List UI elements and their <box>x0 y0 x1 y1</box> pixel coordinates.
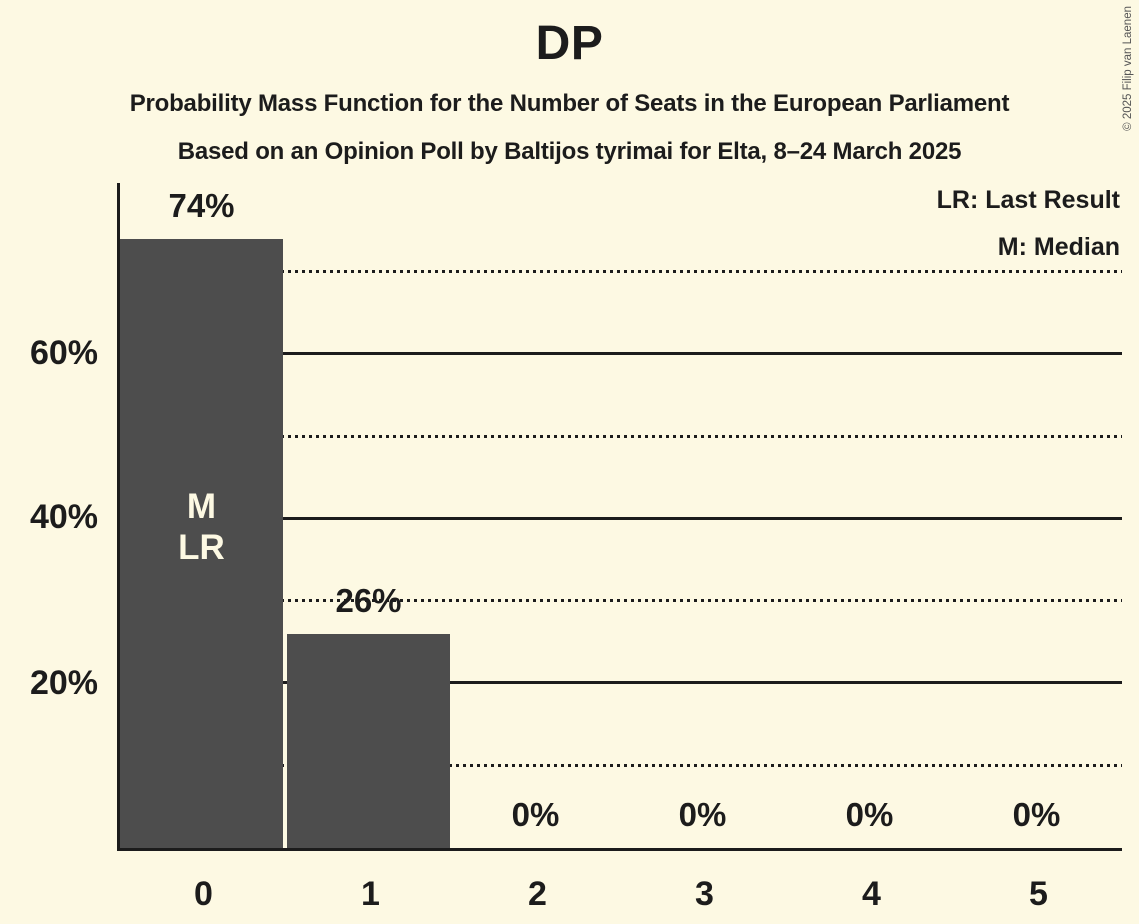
x-axis-tick-3: 3 <box>695 875 714 913</box>
bar-cell-0: 74% <box>120 183 287 848</box>
value-label-3: 0% <box>678 796 727 833</box>
x-axis-tick-2: 2 <box>528 875 547 913</box>
page-title: DP <box>535 17 604 70</box>
bar-seats-1 <box>287 634 450 848</box>
gridline-70-dotted <box>120 269 1122 273</box>
value-label-1: 26% <box>335 582 402 619</box>
bar-cell-3: 0% <box>621 183 788 848</box>
value-label-4: 0% <box>845 796 894 833</box>
bar-seats-0 <box>120 239 283 848</box>
gridline-30-dotted <box>120 599 1122 603</box>
x-axis-tick-1: 1 <box>361 875 380 913</box>
chart-subtitle-poll-source: Based on an Opinion Poll by Baltijos tyr… <box>177 138 962 165</box>
x-axis-tick-4: 4 <box>862 875 881 913</box>
gridline-20-solid <box>120 681 1122 685</box>
copyright-notice: © 2025 Filip van Laenen <box>1122 6 1134 131</box>
plot-area: 0 74% 1 26% 2 0% 3 0% 4 0% 5 0% M LR LR: Last Resul… <box>117 183 1122 913</box>
y-axis-tick-20: 20% <box>29 664 98 702</box>
bar-cell-5: 0% <box>955 183 1122 848</box>
value-label-2: 0% <box>511 796 560 833</box>
bar-annotation-median-lastresult: M LR <box>120 486 283 568</box>
chart-subtitle-pmf: Probability Mass Function for the Number… <box>129 90 1010 117</box>
gridline-10-dotted <box>120 763 1122 767</box>
last-result-marker-label: LR <box>178 528 225 567</box>
value-label-0: 74% <box>168 187 235 224</box>
bar-cell-4: 0% <box>788 183 955 848</box>
y-axis-tick-40: 40% <box>29 498 98 536</box>
legend-median: M: Median <box>997 233 1120 261</box>
y-axis-tick-60: 60% <box>29 334 98 372</box>
gridline-50-dotted <box>120 434 1122 438</box>
bar-cell-2: 0% <box>454 183 621 848</box>
x-axis-tick-0: 0 <box>194 875 213 913</box>
legend-last-result: LR: Last Result <box>936 186 1120 214</box>
x-axis-tick-5: 5 <box>1029 875 1048 913</box>
gridline-40-solid <box>120 516 1122 520</box>
median-marker-label: M <box>186 487 217 526</box>
gridline-60-solid <box>120 352 1122 356</box>
bar-cell-1: 26% <box>287 183 454 848</box>
value-label-5: 0% <box>1012 796 1061 833</box>
